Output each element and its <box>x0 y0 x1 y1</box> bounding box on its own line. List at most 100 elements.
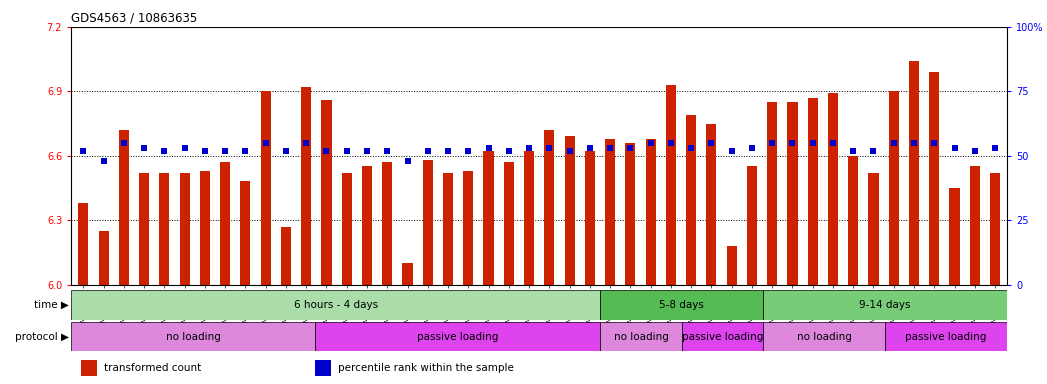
Point <box>804 140 821 146</box>
Bar <box>261 91 271 285</box>
Point <box>359 147 376 154</box>
Bar <box>81 359 97 376</box>
Text: GDS4563 / 10863635: GDS4563 / 10863635 <box>71 12 198 25</box>
Point <box>845 147 862 154</box>
Bar <box>315 322 600 351</box>
Bar <box>443 173 453 285</box>
Point <box>460 147 476 154</box>
Text: passive loading: passive loading <box>682 331 763 342</box>
Text: 5-8 days: 5-8 days <box>660 300 704 310</box>
Text: passive loading: passive loading <box>906 331 987 342</box>
Bar <box>767 102 777 285</box>
Bar <box>402 263 413 285</box>
Bar <box>848 156 859 285</box>
Point <box>197 147 214 154</box>
Bar <box>180 173 190 285</box>
Bar <box>868 173 878 285</box>
Bar <box>970 166 980 285</box>
Point <box>379 147 396 154</box>
Bar <box>302 87 311 285</box>
Bar <box>763 322 885 351</box>
Point <box>663 140 680 146</box>
Point <box>297 140 314 146</box>
Bar <box>828 93 838 285</box>
Bar <box>341 173 352 285</box>
Point <box>946 145 963 151</box>
Bar <box>990 173 1000 285</box>
Point <box>277 147 294 154</box>
Bar <box>707 124 716 285</box>
Point <box>561 147 578 154</box>
Point <box>115 140 132 146</box>
Bar <box>807 98 818 285</box>
Point <box>237 147 253 154</box>
Point <box>176 145 193 151</box>
Bar <box>281 227 291 285</box>
Bar <box>763 290 1007 320</box>
Point <box>95 158 112 164</box>
Point <box>338 147 355 154</box>
Bar <box>484 151 493 285</box>
Bar <box>314 359 332 376</box>
Point <box>520 145 537 151</box>
Bar <box>747 166 757 285</box>
Point <box>764 140 781 146</box>
Point <box>723 147 740 154</box>
Point <box>703 140 719 146</box>
Point <box>926 140 942 146</box>
Bar <box>646 139 655 285</box>
Bar <box>909 61 919 285</box>
Point <box>906 140 922 146</box>
Point <box>318 147 335 154</box>
Bar <box>787 102 798 285</box>
Bar <box>200 171 210 285</box>
Point <box>825 140 842 146</box>
Bar <box>118 130 129 285</box>
Bar <box>98 231 109 285</box>
Text: no loading: no loading <box>614 331 668 342</box>
Bar <box>79 203 88 285</box>
Point <box>217 147 233 154</box>
Point <box>541 145 558 151</box>
Point <box>966 147 983 154</box>
Point <box>420 147 437 154</box>
Point <box>642 140 659 146</box>
Point <box>481 145 497 151</box>
Bar <box>504 162 514 285</box>
Point <box>399 158 416 164</box>
Text: 6 hours - 4 days: 6 hours - 4 days <box>293 300 378 310</box>
Point <box>156 147 173 154</box>
Bar <box>524 151 534 285</box>
Text: 9-14 days: 9-14 days <box>860 300 911 310</box>
Point <box>602 145 619 151</box>
Bar <box>362 166 372 285</box>
Text: transformed count: transformed count <box>104 362 201 373</box>
Text: percentile rank within the sample: percentile rank within the sample <box>338 362 514 373</box>
Point <box>622 145 639 151</box>
Bar <box>889 91 898 285</box>
Point <box>500 147 517 154</box>
Bar <box>682 322 763 351</box>
Bar <box>139 173 149 285</box>
Bar <box>220 162 230 285</box>
Point <box>75 147 92 154</box>
Point <box>743 145 760 151</box>
Text: no loading: no loading <box>797 331 851 342</box>
Bar <box>600 290 763 320</box>
Bar <box>463 171 473 285</box>
Bar <box>929 72 939 285</box>
Text: no loading: no loading <box>165 331 221 342</box>
Bar <box>241 182 250 285</box>
Point <box>440 147 456 154</box>
Bar <box>950 188 960 285</box>
Point <box>683 145 699 151</box>
Text: time ▶: time ▶ <box>35 300 69 310</box>
Point <box>986 145 1003 151</box>
Bar <box>885 322 1007 351</box>
Point <box>865 147 882 154</box>
Bar <box>71 290 600 320</box>
Point <box>258 140 274 146</box>
Bar <box>686 115 696 285</box>
Point <box>581 145 598 151</box>
Bar <box>605 139 616 285</box>
